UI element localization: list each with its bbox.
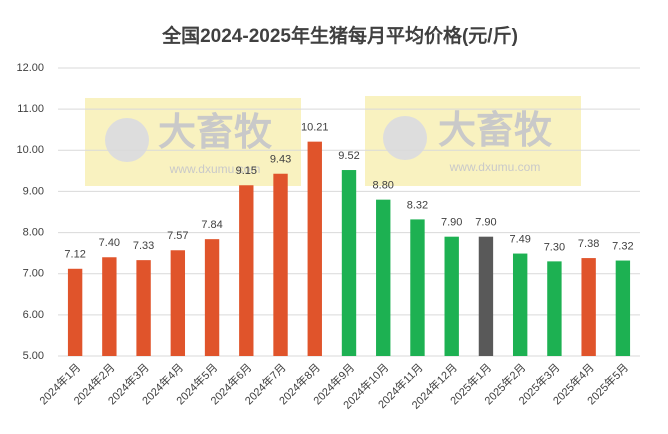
y-tick-label: 10.00 xyxy=(16,144,44,156)
value-label: 7.90 xyxy=(475,217,496,229)
value-label: 7.38 xyxy=(578,238,599,250)
y-tick-label: 6.00 xyxy=(23,309,44,321)
bar xyxy=(136,260,151,356)
bar xyxy=(67,268,83,356)
bar xyxy=(170,250,186,356)
value-label: 7.90 xyxy=(441,217,462,229)
value-label: 9.52 xyxy=(338,150,359,162)
y-tick-label: 11.00 xyxy=(17,103,44,115)
bar xyxy=(581,258,596,356)
watermark-brand: 大畜牧 xyxy=(158,112,273,154)
value-label: 7.12 xyxy=(64,249,85,261)
value-label: 8.32 xyxy=(407,199,428,211)
bar xyxy=(341,170,357,356)
bar xyxy=(615,260,631,356)
value-label: 7.33 xyxy=(133,240,154,252)
value-label: 7.84 xyxy=(201,219,222,231)
value-label: 9.15 xyxy=(236,165,257,177)
chart-title: 全国2024-2025年生猪每月平均价格(元/斤) xyxy=(161,24,518,47)
value-label: 10.21 xyxy=(301,122,329,134)
watermark-logo xyxy=(105,118,149,162)
bar xyxy=(239,185,254,356)
bar xyxy=(273,173,288,356)
value-label: 8.80 xyxy=(373,180,394,192)
bar xyxy=(444,236,459,356)
bar xyxy=(410,219,425,356)
y-tick-label: 8.00 xyxy=(23,226,44,238)
watermark-url: www.dxumu.com xyxy=(449,160,541,174)
y-tick-label: 9.00 xyxy=(23,185,44,197)
y-tick-label: 12.00 xyxy=(16,62,44,74)
bar xyxy=(512,253,528,356)
value-label: 9.43 xyxy=(270,154,291,166)
value-label: 7.40 xyxy=(99,237,120,249)
bar xyxy=(478,236,494,356)
watermark-brand: 大畜牧 xyxy=(438,110,553,152)
value-label: 7.30 xyxy=(544,241,565,253)
value-label: 7.57 xyxy=(167,230,188,242)
value-label: 7.32 xyxy=(612,240,633,252)
bar xyxy=(102,257,117,356)
bar xyxy=(376,199,391,356)
watermark-logo xyxy=(383,116,427,160)
value-label: 7.49 xyxy=(509,233,530,245)
y-tick-label: 7.00 xyxy=(23,268,44,280)
bar xyxy=(547,261,562,356)
watermark-url: www.dxumu.com xyxy=(169,162,261,176)
y-tick-label: 5.00 xyxy=(23,350,44,362)
bar xyxy=(204,239,220,356)
bar xyxy=(307,141,322,356)
